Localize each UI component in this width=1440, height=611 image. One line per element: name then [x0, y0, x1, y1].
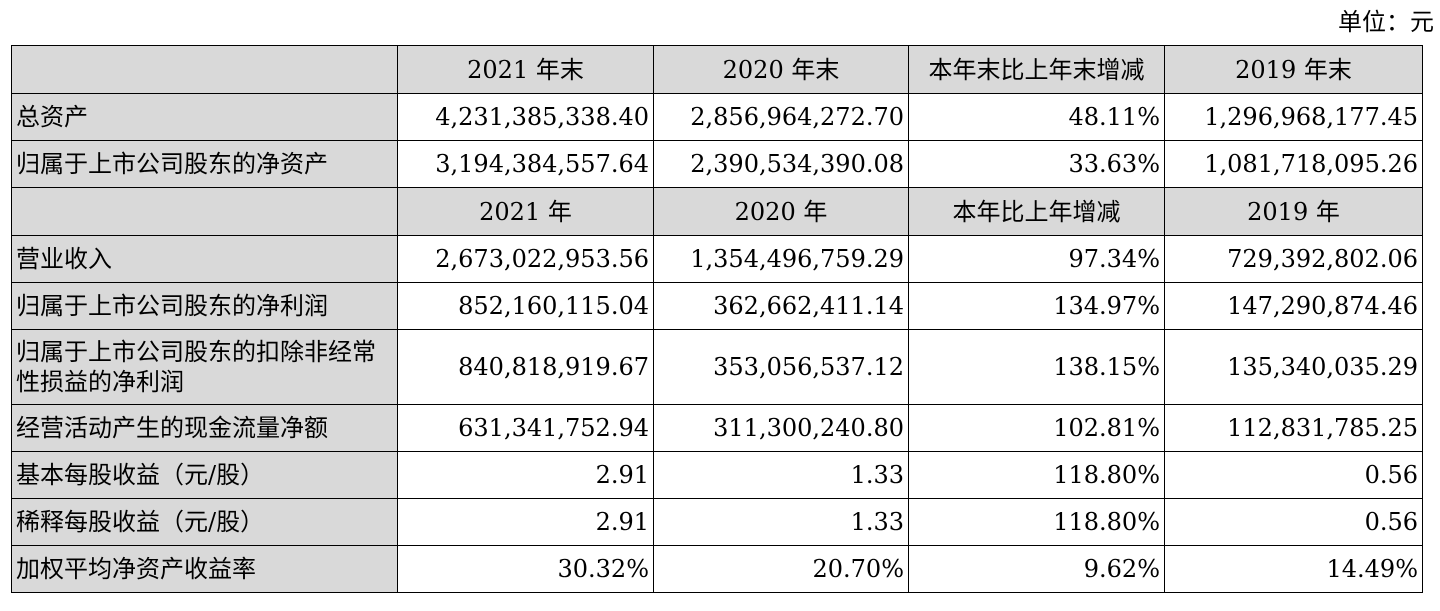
- cell-2020: 2,390,534,390.08: [653, 140, 909, 188]
- table-row: 归属于上市公司股东的净利润 852,160,115.04 362,662,411…: [11, 282, 1423, 330]
- cell-change: 118.80%: [908, 451, 1165, 499]
- cell-change: 48.11%: [908, 93, 1165, 141]
- row-label: 营业收入: [11, 235, 398, 283]
- cell-2020: 1,354,496,759.29: [653, 235, 909, 283]
- cell-change: 33.63%: [908, 140, 1165, 188]
- row-label: 总资产: [11, 93, 398, 141]
- row-label: 经营活动产生的现金流量净额: [11, 404, 398, 452]
- cell-2021: 631,341,752.94: [397, 404, 654, 452]
- cell-2020: 20.70%: [653, 545, 909, 593]
- table-row: 加权平均净资产收益率 30.32% 20.70% 9.62% 14.49%: [11, 545, 1423, 593]
- header-cell-2020-end: 2020 年末: [653, 45, 909, 94]
- cell-change: 9.62%: [908, 545, 1165, 593]
- table-row: 经营活动产生的现金流量净额 631,341,752.94 311,300,240…: [11, 404, 1423, 452]
- header-cell-blank: [11, 45, 398, 94]
- header-cell-change-end: 本年末比上年末增减: [908, 45, 1165, 94]
- cell-change: 134.97%: [908, 282, 1165, 330]
- cell-2019: 1,296,968,177.45: [1164, 93, 1423, 141]
- header-row-balance: 2021 年末 2020 年末 本年末比上年末增减 2019 年末: [11, 45, 1423, 94]
- cell-2021: 4,231,385,338.40: [397, 93, 654, 141]
- row-label: 基本每股收益（元/股）: [11, 451, 398, 499]
- table-row: 稀释每股收益（元/股） 2.91 1.33 118.80% 0.56: [11, 498, 1423, 546]
- header-cell-2019: 2019 年: [1164, 187, 1423, 236]
- row-label: 归属于上市公司股东的净利润: [11, 282, 398, 330]
- header-cell-2021-end: 2021 年末: [397, 45, 654, 94]
- table-row: 总资产 4,231,385,338.40 2,856,964,272.70 48…: [11, 93, 1423, 141]
- cell-2020: 362,662,411.14: [653, 282, 909, 330]
- cell-2020: 353,056,537.12: [653, 329, 909, 405]
- cell-2020: 311,300,240.80: [653, 404, 909, 452]
- cell-change: 102.81%: [908, 404, 1165, 452]
- header-row-income: 2021 年 2020 年 本年比上年增减 2019 年: [11, 187, 1423, 236]
- table-row: 基本每股收益（元/股） 2.91 1.33 118.80% 0.56: [11, 451, 1423, 499]
- header-cell-change: 本年比上年增减: [908, 187, 1165, 236]
- table-row: 归属于上市公司股东的净资产 3,194,384,557.64 2,390,534…: [11, 140, 1423, 188]
- row-label: 归属于上市公司股东的扣除非经常性损益的净利润: [11, 329, 398, 405]
- header-cell-2019-end: 2019 年末: [1164, 45, 1423, 94]
- cell-2021: 3,194,384,557.64: [397, 140, 654, 188]
- cell-2021: 2.91: [397, 498, 654, 546]
- cell-change: 97.34%: [908, 235, 1165, 283]
- row-label: 稀释每股收益（元/股）: [11, 498, 398, 546]
- cell-2019: 14.49%: [1164, 545, 1423, 593]
- cell-2019: 135,340,035.29: [1164, 329, 1423, 405]
- cell-2021: 2.91: [397, 451, 654, 499]
- row-label: 归属于上市公司股东的净资产: [11, 140, 398, 188]
- cell-2019: 1,081,718,095.26: [1164, 140, 1423, 188]
- table-row: 营业收入 2,673,022,953.56 1,354,496,759.29 9…: [11, 235, 1423, 283]
- cell-2020: 1.33: [653, 451, 909, 499]
- header-cell-2020: 2020 年: [653, 187, 909, 236]
- unit-label: 单位：元: [1338, 8, 1434, 36]
- cell-2020: 1.33: [653, 498, 909, 546]
- row-label: 加权平均净资产收益率: [11, 545, 398, 593]
- cell-2019: 147,290,874.46: [1164, 282, 1423, 330]
- cell-2019: 729,392,802.06: [1164, 235, 1423, 283]
- table-row: 归属于上市公司股东的扣除非经常性损益的净利润 840,818,919.67 35…: [11, 329, 1423, 405]
- financial-summary-table: 2021 年末 2020 年末 本年末比上年末增减 2019 年末 总资产 4,…: [11, 45, 1423, 593]
- header-cell-2021: 2021 年: [397, 187, 654, 236]
- cell-2019: 0.56: [1164, 498, 1423, 546]
- cell-2020: 2,856,964,272.70: [653, 93, 909, 141]
- cell-change: 138.15%: [908, 329, 1165, 405]
- cell-2019: 112,831,785.25: [1164, 404, 1423, 452]
- cell-change: 118.80%: [908, 498, 1165, 546]
- cell-2021: 2,673,022,953.56: [397, 235, 654, 283]
- header-cell-blank: [11, 187, 398, 236]
- cell-2019: 0.56: [1164, 451, 1423, 499]
- cell-2021: 30.32%: [397, 545, 654, 593]
- cell-2021: 852,160,115.04: [397, 282, 654, 330]
- cell-2021: 840,818,919.67: [397, 329, 654, 405]
